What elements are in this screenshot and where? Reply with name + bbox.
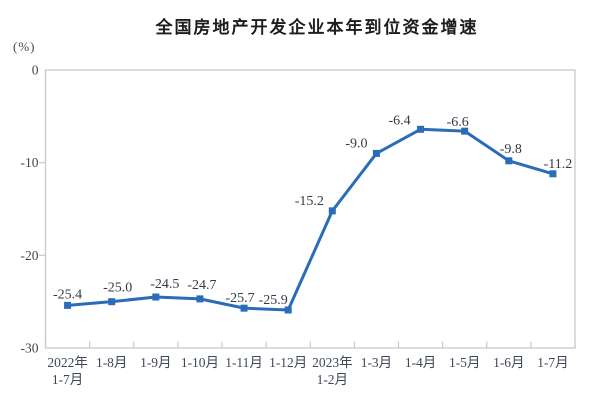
data-point-marker: [461, 127, 469, 135]
data-point-marker: [372, 149, 380, 157]
x-axis-ticks: [44, 341, 576, 348]
data-point-label: -25.9: [259, 293, 288, 308]
x-axis-category-label: 2022年 1-7月: [47, 355, 88, 387]
data-point-marker: [328, 207, 336, 215]
data-point-marker: [108, 298, 116, 306]
x-axis-labels: 2022年 1-7月 1-8月 1-9月 1-10月 1-11月 1-12月 2023年 1-2…: [47, 355, 568, 387]
y-axis-tick-label: -20: [21, 248, 39, 263]
y-axis-unit-label: (%): [13, 39, 36, 54]
data-point-label: -6.4: [388, 113, 410, 128]
data-point-label: -24.5: [150, 277, 179, 292]
data-point-marker: [196, 295, 204, 303]
data-point-marker: [549, 170, 557, 178]
data-point-label: -15.2: [295, 194, 324, 209]
plot-area-border: [44, 69, 576, 349]
data-point-markers: [64, 125, 557, 314]
data-line: [66, 127, 555, 312]
y-axis: 0 -10 -20 -30: [21, 63, 46, 356]
data-point-label: -25.4: [53, 287, 82, 302]
x-axis-category-label: 1-12月: [269, 355, 307, 370]
data-point-marker: [505, 157, 513, 165]
x-axis-category-label: 1-5月: [449, 355, 481, 370]
x-axis-category-label: 1-8月: [96, 355, 128, 370]
data-point-label: -24.7: [187, 278, 216, 293]
y-axis-tick-label: -30: [21, 341, 39, 356]
data-point-label: -11.2: [544, 157, 573, 172]
x-axis-category-label: 2023年 1-2月: [312, 355, 353, 387]
y-axis-tick-label: 0: [32, 63, 39, 78]
data-point-label: -25.7: [225, 291, 254, 306]
data-point-labels: -25.4 -25.0 -24.5 -24.7 -25.7 -25.9 -15.2 -9.0 -…: [53, 113, 572, 308]
data-point-marker: [417, 125, 425, 133]
data-point-marker: [152, 293, 160, 301]
data-point-label: -25.0: [103, 281, 132, 296]
data-point-label: -9.0: [345, 136, 367, 151]
data-point-label: -9.8: [500, 142, 522, 157]
x-axis-category-label: 1-10月: [181, 355, 219, 370]
x-axis-category-label: 1-9月: [140, 355, 172, 370]
y-axis-tick-label: -10: [21, 155, 39, 170]
x-axis-category-label: 1-11月: [225, 355, 263, 370]
data-point-label: -6.6: [447, 115, 469, 130]
x-axis-category-label: 1-3月: [361, 355, 393, 370]
data-point-marker: [64, 301, 72, 309]
data-point-marker: [240, 304, 248, 312]
x-axis-category-label: 1-6月: [493, 355, 525, 370]
x-axis-category-label: 1-4月: [405, 355, 437, 370]
chart-title: 全国房地产开发企业本年到位资金增速: [155, 18, 479, 37]
data-point-marker: [284, 306, 292, 314]
x-axis-category-label: 1-7月: [537, 355, 569, 370]
